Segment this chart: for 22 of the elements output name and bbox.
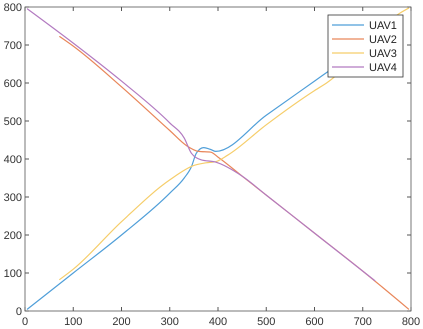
y-tick-label: 700 <box>4 40 22 52</box>
x-tick-label: 800 <box>402 316 420 328</box>
y-tick-label: 200 <box>4 230 22 242</box>
x-tick-label: 200 <box>112 316 131 328</box>
line-series <box>26 70 330 310</box>
x-tick-label: 300 <box>160 316 179 328</box>
y-tick-label: 0 <box>16 306 22 318</box>
legend-label: UAV4 <box>369 62 397 74</box>
y-tick-label: 500 <box>4 116 22 128</box>
x-tick-label: 100 <box>64 316 82 328</box>
legend-label: UAV2 <box>369 34 397 46</box>
y-tick-label: 800 <box>4 2 22 14</box>
y-tick-label: 600 <box>4 78 22 90</box>
legend-label: UAV1 <box>369 20 397 32</box>
x-tick-label: 500 <box>257 316 276 328</box>
x-tick-label: 400 <box>208 316 228 328</box>
x-tick-label: 700 <box>354 316 372 328</box>
y-tick-label: 300 <box>4 192 22 204</box>
y-tick-label: 400 <box>4 154 22 166</box>
x-tick-label: 600 <box>305 316 324 328</box>
legend-label: UAV3 <box>369 48 397 60</box>
y-tick-label: 100 <box>4 268 22 280</box>
